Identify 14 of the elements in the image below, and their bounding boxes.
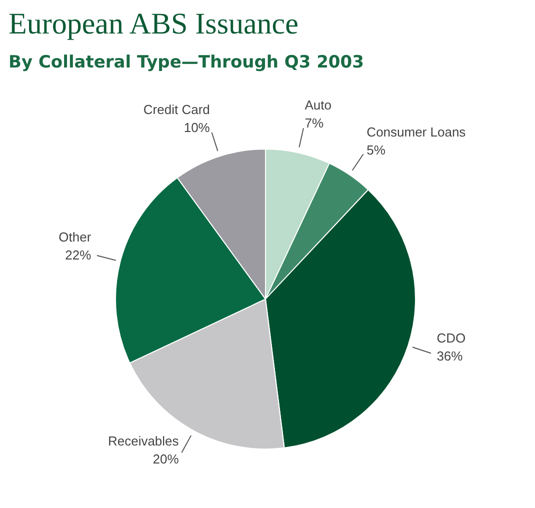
slice-label: Receivables [108,433,180,448]
slice-label: CDO [436,330,466,346]
data-label: 10% [184,120,210,136]
slice-label: Auto [304,98,332,113]
data-label: 5% [366,142,386,158]
data-label: 20% [152,451,180,466]
slice-label: Consumer Loans [366,124,466,140]
data-label: 36% [436,348,464,364]
slice-label: Other [58,229,92,244]
chart-subtitle: By Collateral Type—Through Q3 2003 [8,52,364,72]
data-label: 7% [304,116,324,131]
chart-title: European ABS Issuance [8,8,298,40]
data-label: 22% [65,247,92,262]
slice-label: Credit Card [143,102,210,118]
